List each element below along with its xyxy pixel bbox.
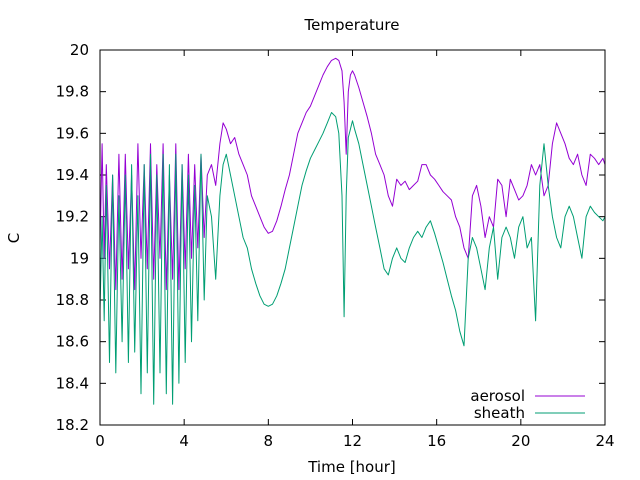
- legend-label-aerosol: aerosol: [470, 387, 525, 405]
- x-tick-label: 20: [511, 432, 530, 450]
- x-tick-label: 4: [179, 432, 189, 450]
- y-tick-label: 19: [70, 249, 89, 267]
- x-axis-label: Time [hour]: [307, 458, 396, 476]
- y-tick-label: 18.8: [56, 291, 89, 309]
- y-tick-label: 18.6: [56, 333, 89, 351]
- y-tick-label: 19.4: [56, 166, 89, 184]
- y-tick-label: 19.6: [56, 124, 89, 142]
- series-line-aerosol: [99, 57, 606, 291]
- x-tick-label: 8: [264, 432, 274, 450]
- series-line-sheath: [99, 112, 606, 405]
- x-tick-label: 24: [595, 432, 614, 450]
- y-tick-label: 18.4: [56, 374, 89, 392]
- y-tick-label: 19.2: [56, 208, 89, 226]
- axis-ticks: 0 4 8 12 16 20 24 18.2 18.4 18.6 18.8 19 19.2 19.4 19.…: [56, 41, 615, 450]
- x-tick-label: 12: [343, 432, 362, 450]
- x-tick-label: 0: [95, 432, 105, 450]
- y-tick-label: 18.2: [56, 416, 89, 434]
- y-tick-label: 19.8: [56, 83, 89, 101]
- plot-frame: [99, 49, 606, 426]
- y-axis-label: C: [5, 233, 23, 243]
- series-lines: [99, 57, 606, 405]
- legend-label-sheath: sheath: [474, 404, 525, 422]
- legend: aerosol sheath: [470, 387, 585, 422]
- x-tick-label: 16: [427, 432, 446, 450]
- chart-title: Temperature: [303, 16, 399, 34]
- y-tick-label: 20: [70, 41, 89, 59]
